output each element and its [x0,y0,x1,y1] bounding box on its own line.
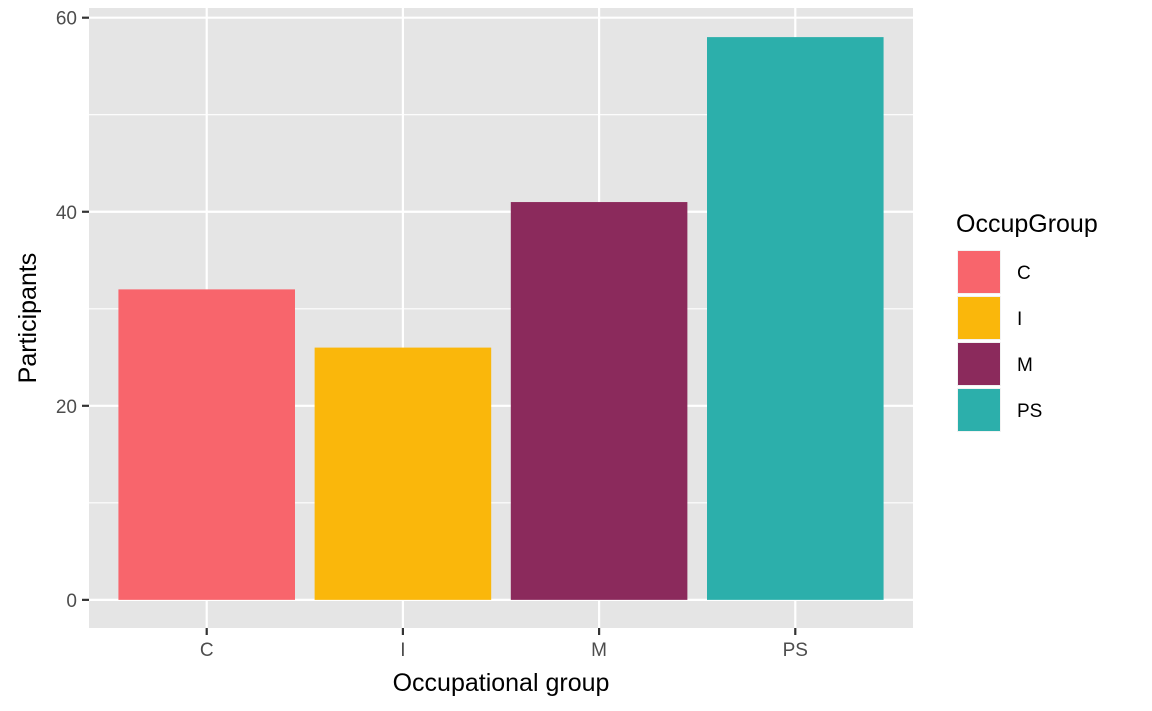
bar-ps [707,37,884,600]
legend-title: OccupGroup [956,210,1098,238]
y-axis-title: Participants [14,253,42,384]
x-axis-title: Occupational group [393,669,610,697]
legend-label: PS [1017,401,1042,422]
bar-c [118,289,295,600]
y-tick-label: 0 [66,591,77,612]
y-tick-label: 60 [56,9,77,30]
legend-key-ps [958,389,1000,431]
legend-label: M [1017,355,1033,376]
bar-m [510,202,688,600]
x-tick-label: PS [783,640,808,661]
legend: OccupGroup C I M PS [956,210,1098,432]
y-axis: 0 20 40 60 [56,9,89,612]
legend-key-i [958,297,1000,339]
y-tick-label: 40 [56,203,77,224]
y-tick-label: 20 [56,397,77,418]
legend-label: I [1017,309,1022,330]
legend-key-c [958,251,1000,293]
legend-key-m [958,343,1000,385]
bars [118,37,884,600]
x-tick-label: C [200,640,214,661]
x-axis: C I M PS [200,628,808,661]
x-tick-label: M [591,640,607,661]
bar-i [314,347,492,600]
legend-label: C [1017,263,1031,284]
x-tick-label: I [400,640,405,661]
